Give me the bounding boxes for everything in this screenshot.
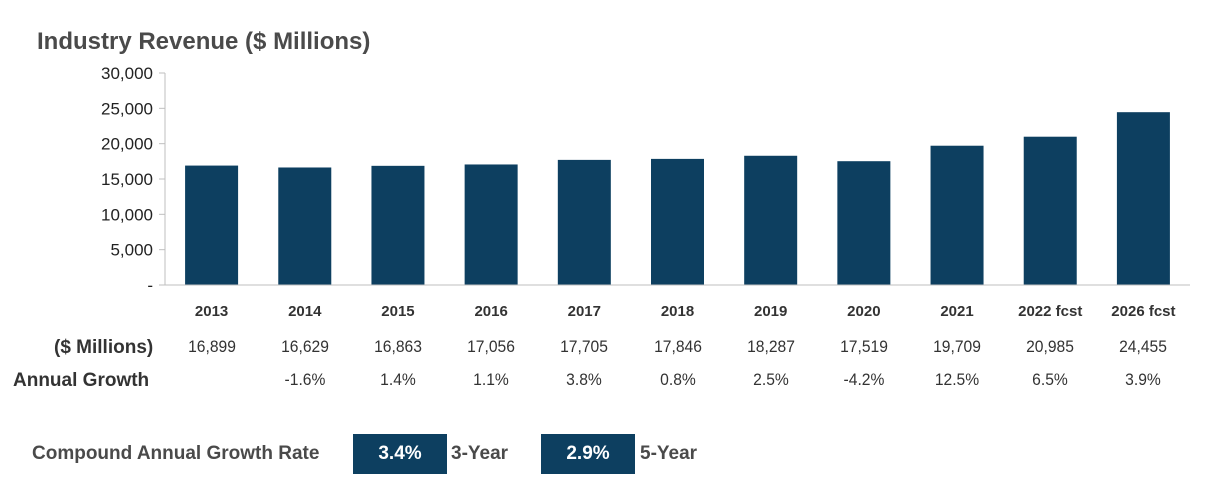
bar-2019 [744,155,798,285]
bar-2026-fcst [1116,112,1170,286]
revenue-value-cell: 17,705 [560,337,609,356]
y-tick-label: 20,000 [101,135,153,154]
bar-2021 [930,145,984,285]
bars [185,112,1170,286]
growth-value-cell: 1.4% [380,370,416,389]
bar-chart: - 5,000 10,000 15,000 20,000 25,000 30,000 201… [101,64,1190,320]
y-tick-label: 25,000 [101,99,153,118]
revenue-value-cell: 18,287 [746,337,795,356]
revenue-value-cell: 17,056 [467,337,516,356]
cagr-3-year-value: 3.4% [353,434,447,474]
growth-value-cell: 0.8% [659,370,696,389]
cagr-5-year-label: 5-Year [640,443,698,464]
x-tick-label: 2014 [288,303,322,320]
growth-value-cell: -4.2% [843,370,885,389]
revenue-value-cell: 17,519 [839,337,888,356]
x-tick-label: 2016 [474,303,507,320]
growth-value-cell: -1.6% [284,370,326,389]
bar-2018 [651,158,704,285]
cagr-3-year-label: 3-Year [451,443,509,464]
growth-value-cell: 1.1% [473,370,509,389]
x-tick-label: 2021 [940,303,973,320]
growth-value-cell: 3.9% [1125,370,1162,389]
growth-value-cell: 12.5% [934,370,980,389]
growth-value-cell: 2.5% [752,370,789,389]
x-tick-label: 2013 [195,303,228,320]
x-axis: 2013 2014 2015 2016 2017 2018 2019 2020 2021 2022… [165,284,1190,320]
y-axis: - 5,000 10,000 15,000 20,000 25,000 30,000 [101,64,166,295]
revenue-value-cell: 16,629 [280,337,329,356]
revenue-value-cell: 16,863 [374,337,422,356]
chart-title: Industry Revenue ($ Millions) [37,28,371,55]
y-tick-label: 10,000 [101,205,153,224]
x-tick-label: 2017 [568,303,601,320]
bar-2022-fcst [1023,136,1077,285]
x-tick-label: 2019 [754,303,787,320]
y-tick-label: 30,000 [101,64,153,83]
bar-2016 [464,164,518,285]
x-tick-label: 2026 fcst [1111,303,1175,320]
x-tick-label: 2018 [661,303,694,320]
y-tick-label: 5,000 [110,241,153,260]
revenue-value-cell: 17,846 [653,337,702,356]
growth-value-cell: 6.5% [1032,370,1069,389]
growth-value-cell: 3.8% [566,370,603,389]
bar-2020 [837,161,891,285]
x-tick-label: 2015 [381,303,414,320]
bar-2015 [371,165,425,285]
revenue-value-cell: 19,709 [933,337,981,356]
y-tick-label: 15,000 [101,170,153,189]
millions-row-label: ($ Millions) [54,337,154,358]
x-tick-label: 2020 [847,303,880,320]
cagr-5-year-value: 2.9% [541,434,635,474]
bar-2017 [557,159,611,285]
growth-row-label: Annual Growth [13,370,150,391]
cagr-label: Compound Annual Growth Rate [32,443,320,464]
revenue-value-cell: 16,899 [187,337,236,356]
y-tick-label: - [147,276,153,295]
bar-2013 [185,165,239,285]
bar-2014 [278,167,332,285]
x-tick-label: 2022 fcst [1018,303,1082,320]
revenue-value-cell: 20,985 [1026,337,1075,356]
revenue-value-cell: 24,455 [1119,337,1168,356]
